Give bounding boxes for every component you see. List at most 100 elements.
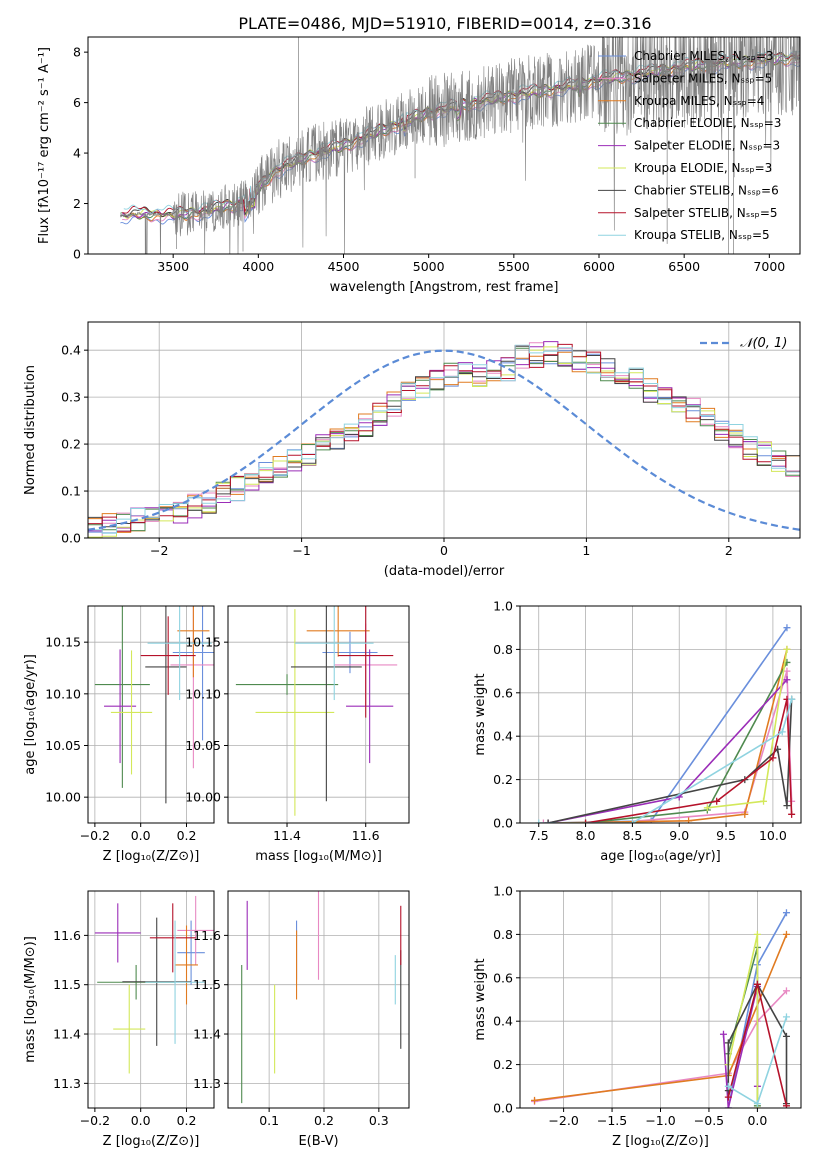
y-tick-label-5-0: 11.3 [53, 1076, 81, 1091]
weight-marker-6-1 [724, 1039, 732, 1047]
plot-frame-3 [227, 605, 410, 824]
x-tick-label-1-3: 1 [582, 543, 590, 558]
y-tick-label-7-1: 0.2 [493, 1057, 513, 1072]
weight-marker-8-3 [788, 695, 796, 703]
histogram-4 [88, 341, 800, 532]
y-tick-label-0-4: 8 [73, 45, 81, 60]
figure-title: PLATE=0486, MJD=51910, FIBERID=0014, z=0… [238, 14, 651, 33]
y-tick-label-2-2: 10.10 [45, 686, 81, 701]
weight-line-2 [548, 649, 788, 823]
y-tick-label-2-1: 10.05 [45, 738, 81, 753]
x-tick-label-7-3: −0.5 [694, 1113, 724, 1128]
weight-marker-5-1 [753, 930, 761, 938]
histogram-7 [88, 343, 800, 532]
x-axis-label-2: Z [log₁₀(Z/Z⊙)] [103, 849, 200, 864]
x-tick-label-0-4: 5500 [498, 259, 530, 274]
y-tick-label-6-1: 11.4 [193, 1027, 221, 1042]
y-axis-label-4: mass weight [473, 673, 488, 755]
legend-label-2: Kroupa MILES, Nₛₛₚ=4 [634, 94, 764, 108]
y-tick-label-4-2: 0.4 [493, 729, 513, 744]
legend-label-5: Kroupa ELODIE, Nₛₛₚ=3 [634, 161, 772, 175]
y-tick-label-6-3: 11.6 [193, 928, 221, 943]
y-tick-label-3-2: 10.10 [185, 686, 221, 701]
plot-frame-0 [87, 36, 801, 255]
weight-marker-7-2 [782, 1102, 790, 1108]
x-axis-label-6: E(B-V) [298, 1134, 338, 1149]
plot-area-age-vs-mass [235, 606, 398, 816]
y-tick-label-6-2: 11.5 [193, 977, 221, 992]
plot-area-mass-vs-Z [94, 895, 214, 1074]
legend-label-normal: 𝒩(0, 1) [740, 336, 787, 351]
x-tick-label-0-3: 5000 [413, 259, 445, 274]
weight-marker-5-1 [760, 797, 768, 805]
y-tick-label-2-0: 10.00 [45, 790, 81, 805]
legend-label-6: Chabrier STELIB, Nₛₛₚ=6 [634, 183, 779, 197]
legend-label-3: Chabrier ELODIE, Nₛₛₚ=3 [634, 116, 781, 130]
x-tick-label-0-5: 6000 [583, 259, 615, 274]
weight-marker-7-2 [769, 754, 777, 762]
y-axis-label-2: age [log₁₀(age/yr)] [23, 654, 38, 775]
y-tick-label-4-4: 0.8 [493, 642, 513, 657]
x-tick-label-6-1: 0.2 [314, 1113, 334, 1128]
weight-marker-7-1 [753, 980, 761, 988]
y-tick-label-3-1: 10.05 [185, 738, 221, 753]
y-tick-label-7-5: 1.0 [493, 884, 513, 899]
y-tick-label-7-2: 0.4 [493, 1014, 513, 1029]
x-tick-label-4-3: 9.0 [669, 828, 689, 843]
weight-marker-5-0 [703, 804, 711, 812]
y-tick-label-7-3: 0.6 [493, 970, 513, 985]
y-tick-label-2-3: 10.15 [45, 635, 81, 650]
weight-marker-8-0 [535, 819, 543, 823]
y-tick-label-4-1: 0.2 [493, 772, 513, 787]
weight-marker-4-2 [783, 676, 791, 684]
x-tick-label-2-0: −0.2 [80, 828, 110, 843]
weight-marker-2-0 [531, 1096, 539, 1104]
x-tick-label-1-2: 0 [440, 543, 448, 558]
y-tick-label-1-1: 0.1 [61, 484, 81, 499]
weight-marker-8-2 [782, 1013, 790, 1021]
y-tick-label-3-0: 10.00 [185, 790, 221, 805]
weight-marker-2-1 [685, 817, 693, 823]
x-tick-label-0-7: 7000 [753, 259, 785, 274]
legend-label-7: Salpeter STELIB, Nₛₛₚ=5 [634, 206, 778, 220]
weight-marker-4-1 [724, 1104, 732, 1108]
y-tick-label-0-2: 4 [73, 146, 81, 161]
weight-marker-4-0 [719, 1030, 727, 1038]
weight-marker-7-0 [582, 819, 590, 823]
panel-mass-vs-EBV: 0.1 0.2 0.3 11.3 11.4 11.5 11.6 E(B-V) [193, 890, 410, 1149]
legend-label-1: Salpeter MILES, Nₛₛₚ=5 [634, 71, 772, 85]
panel-mass-vs-Z: −0.2 0.0 0.2 11.3 11.4 11.5 11.6 Z [log₁₀(Z/Z⊙)… [23, 890, 215, 1149]
x-axis-label-3: mass [log₁₀(M/M⊙)] [255, 849, 382, 864]
weight-marker-8-2 [778, 728, 786, 736]
x-tick-label-7-2: −1.0 [645, 1113, 675, 1128]
panel-residuals: 𝒩(0, 1) −2 −1 0 1 2 0.0 0.1 0.2 0.3 0.4 (data-model… [23, 321, 801, 579]
weight-marker-8-1 [628, 819, 636, 823]
x-tick-label-0-1: 4000 [242, 259, 274, 274]
legend-label-8: Kroupa STELIB, Nₛₛₚ=5 [634, 228, 770, 242]
y-tick-label-1-2: 0.2 [61, 437, 81, 452]
y-axis-label-1: Normed distribution [23, 365, 38, 495]
y-tick-label-4-5: 1.0 [493, 599, 513, 614]
x-axis-label-7: Z [log₁₀(Z/Z⊙)] [612, 1134, 709, 1149]
y-tick-label-1-4: 0.4 [61, 343, 81, 358]
plot-area-mass-vs-EBV [241, 891, 402, 1104]
panels: Chabrier MILES, Nₛₛₚ=3 Salpeter MILES, Nₛ… [23, 36, 802, 1149]
y-tick-label-5-1: 11.4 [53, 1027, 81, 1042]
panel-age-vs-mass: 11.4 11.6 10.00 10.05 10.10 10.15 mass [log₁₀(… [185, 605, 410, 864]
x-tick-label-1-0: −2 [150, 543, 168, 558]
x-tick-label-4-1: 8.0 [576, 828, 596, 843]
x-tick-label-3-1: 11.6 [352, 828, 380, 843]
x-tick-label-7-0: −2.0 [548, 1113, 578, 1128]
y-tick-label-4-0: 0.0 [493, 816, 513, 831]
x-tick-label-7-1: −1.5 [597, 1113, 627, 1128]
y-tick-label-5-2: 11.5 [53, 977, 81, 992]
y-tick-label-7-4: 0.8 [493, 927, 513, 942]
weight-marker-7-1 [713, 797, 721, 805]
plot-area-age-vs-Z [94, 606, 214, 804]
x-tick-label-5-1: 0.0 [131, 1113, 151, 1128]
y-tick-label-5-3: 11.6 [53, 928, 81, 943]
plot-frame-4 [519, 605, 802, 824]
panel-weight-vs-Z: −2.0 −1.5 −1.0 −0.5 0.0 0.0 0.2 0.4 0.6 0.8 1.0 Z [… [473, 884, 802, 1149]
weight-marker-7-0 [724, 1093, 732, 1101]
plot-frame-5 [87, 890, 215, 1109]
